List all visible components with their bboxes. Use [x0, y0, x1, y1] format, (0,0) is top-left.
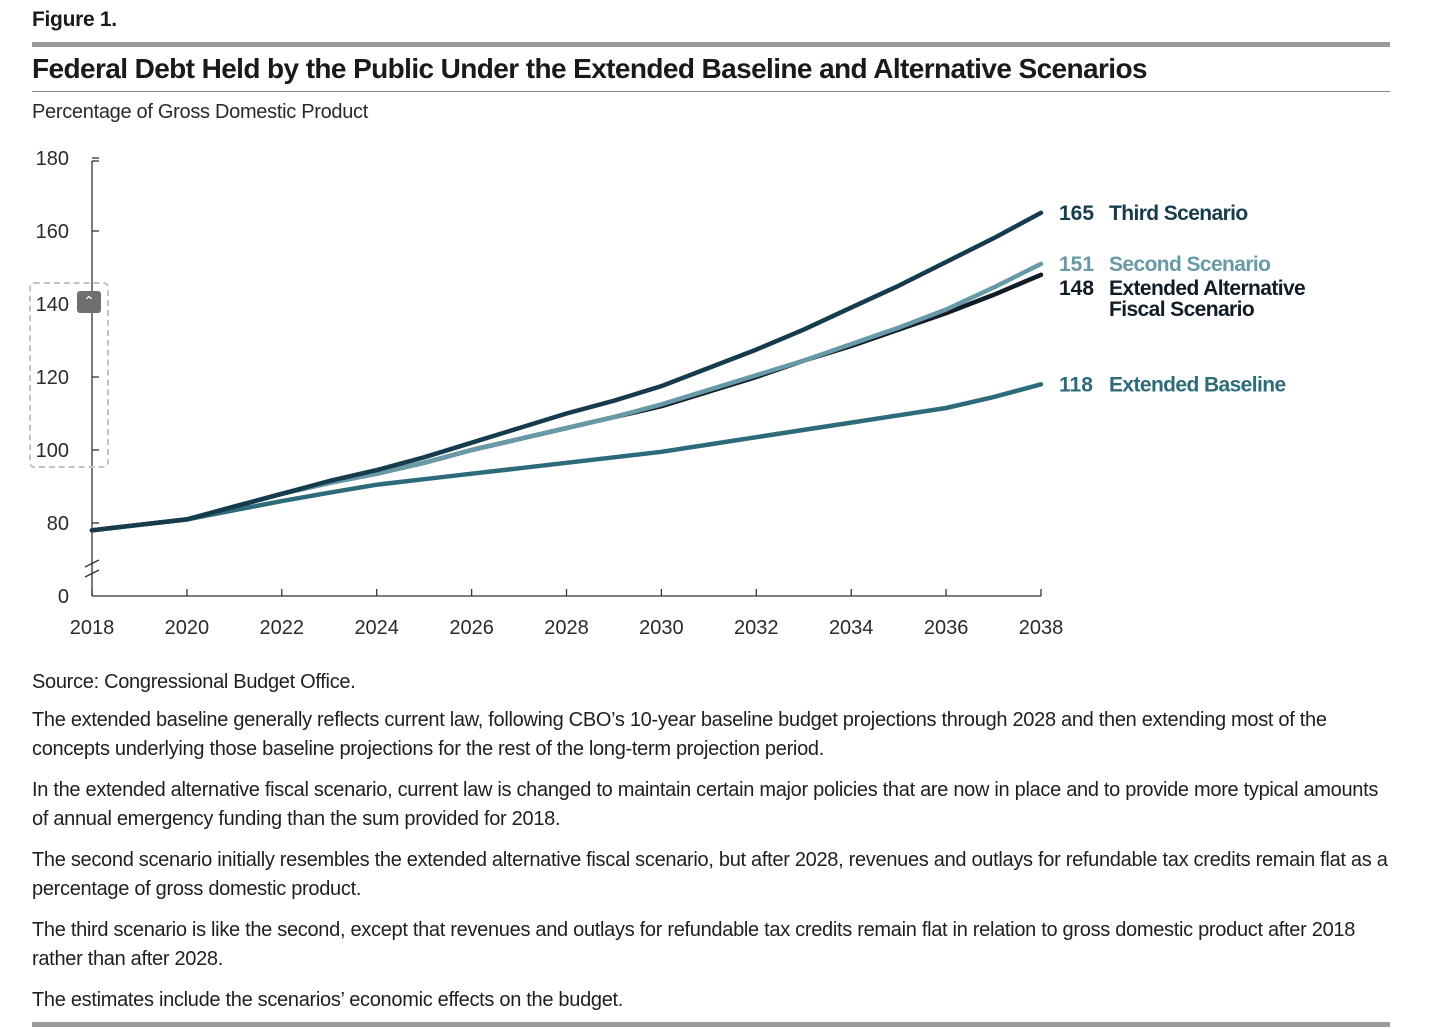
chart-title: Federal Debt Held by the Public Under th…: [32, 53, 1148, 84]
x-tick-label: 2034: [829, 617, 874, 639]
x-tick-label: 2024: [354, 617, 399, 639]
x-tick-label: 2026: [449, 617, 494, 639]
note-paragraph: In the extended alternative fiscal scena…: [32, 779, 1379, 830]
end-labels: 165 Third Scenario 151 Second Scenario 148 Ex…: [1059, 202, 1306, 397]
y-axis-break-mark-1: [84, 559, 100, 568]
y-tick-label: 160: [36, 221, 69, 243]
series-end-label: Second Scenario: [1109, 253, 1270, 276]
series-end-value: 148: [1059, 277, 1094, 300]
series-line: [89, 261, 1044, 533]
top-rule: [32, 42, 1390, 47]
series-end-label: Extended Baseline: [1109, 373, 1286, 396]
y-tick-label: 80: [47, 513, 69, 535]
chevron-up-icon[interactable]: ⌃: [77, 291, 101, 313]
series-end-label: Fiscal Scenario: [1109, 298, 1254, 321]
y-tick-label: 0: [58, 586, 69, 608]
series-end-value: 151: [1059, 253, 1094, 276]
y-axis-unit-label: Percentage of Gross Domestic Product: [32, 101, 369, 123]
series-lines: [89, 210, 1044, 533]
title-rule: [32, 91, 1390, 92]
note-paragraph: The extended baseline generally reflects…: [32, 709, 1327, 760]
note-paragraph: The estimates include the scenarios’ eco…: [32, 989, 624, 1011]
y-axis-break-mark-2: [84, 569, 100, 578]
scroll-overlay-frame: [29, 282, 109, 468]
x-tick-label: 2018: [70, 617, 115, 639]
y-tick-label: 120: [36, 367, 69, 389]
source-note: Source: Congressional Budget Office.: [32, 671, 356, 693]
x-tick-label: 2038: [1019, 617, 1064, 639]
note-paragraph: The third scenario is like the second, e…: [32, 919, 1356, 970]
series-line: [89, 382, 1044, 533]
series-end-value: 165: [1059, 202, 1094, 225]
x-tick-label: 2028: [544, 617, 589, 639]
x-tick-label: 2022: [260, 617, 305, 639]
series-line: [89, 272, 1044, 533]
note-paragraph: The second scenario initially resembles …: [32, 849, 1388, 900]
series-end-label: Extended Alternative: [1109, 277, 1305, 300]
figure-label: Figure 1.: [32, 8, 117, 31]
y-tick-label: 100: [36, 440, 69, 462]
series-end-value: 118: [1059, 373, 1093, 396]
x-tick-label: 2036: [924, 617, 969, 639]
series-line: [89, 210, 1044, 533]
y-tick-label: 180: [36, 148, 69, 170]
x-tick-group: 2018 2020 2022 2024 2026 2028 2030 2032 2034 2036…: [70, 589, 1064, 639]
bottom-rule: [32, 1022, 1390, 1027]
chart-notes: Source: Congressional Budget Office. The…: [32, 668, 1392, 1027]
x-tick-label: 2032: [734, 617, 779, 639]
x-tick-label: 2030: [639, 617, 684, 639]
x-axis: 2018 2020 2022 2024 2026 2028 2030 2032 2034 2036…: [70, 589, 1064, 639]
x-tick-label: 2020: [165, 617, 210, 639]
y-tick-label: 140: [36, 294, 69, 316]
series-end-label: Third Scenario: [1109, 202, 1248, 225]
